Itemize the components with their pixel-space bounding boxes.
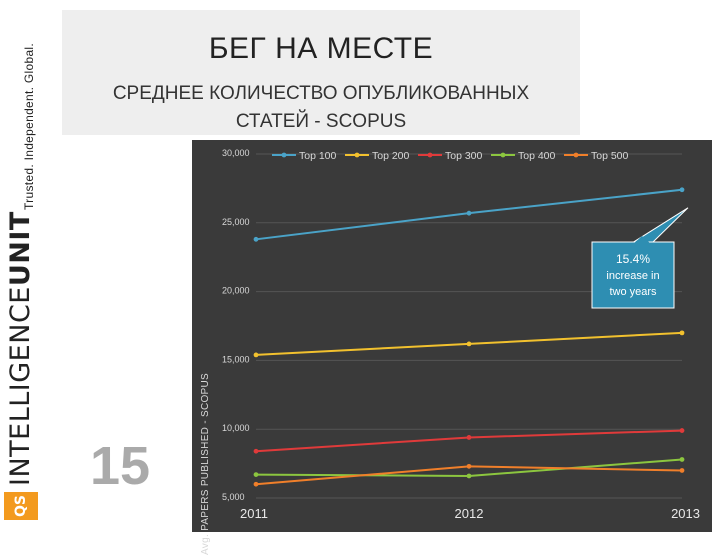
callout-box bbox=[591, 241, 675, 309]
y-tick-label: 10,000 bbox=[222, 423, 250, 433]
legend-swatch-marker bbox=[427, 152, 433, 158]
page-number: 15 bbox=[90, 436, 151, 496]
y-tick-label: 25,000 bbox=[222, 217, 250, 227]
legend-label: Top 100 bbox=[299, 150, 337, 162]
data-point bbox=[466, 463, 472, 469]
data-point bbox=[466, 210, 472, 216]
data-point bbox=[466, 473, 472, 479]
legend-swatch-marker bbox=[354, 152, 360, 158]
data-point bbox=[253, 448, 259, 454]
data-point bbox=[466, 435, 472, 440]
legend-label: Top 400 bbox=[518, 150, 556, 162]
logo-word-intelligence: INTELLIGENCE bbox=[5, 286, 36, 486]
qs-logo-mark: QS bbox=[4, 492, 38, 520]
data-point bbox=[679, 428, 685, 433]
data-point bbox=[253, 472, 259, 478]
legend-swatch-marker bbox=[500, 152, 506, 158]
data-point bbox=[253, 236, 259, 242]
data-point bbox=[679, 330, 685, 336]
data-point bbox=[679, 457, 685, 462]
x-tick-label: 2012 bbox=[455, 506, 484, 521]
logo-text: INTELLIGENCEUNIT bbox=[4, 211, 38, 486]
brand-logo: QS INTELLIGENCEUNIT bbox=[4, 211, 38, 520]
line-chart: 30,000 25,000 20,000 15,000 10,000 5,000 2011 2… bbox=[222, 148, 700, 521]
title-box: БЕГ НА МЕСТЕ СРЕДНЕЕ КОЛИЧЕСТВО ОПУБЛИКО… bbox=[62, 10, 580, 135]
legend-label: Top 300 bbox=[445, 150, 483, 162]
chart-area: 30,000 25,000 20,000 15,000 10,000 5,000 2011 2… bbox=[192, 140, 712, 555]
subtitle-line-2: СТАТЕЙ - SCOPUS bbox=[235, 111, 407, 132]
callout-text: 15.4% bbox=[616, 252, 650, 266]
y-tick-label: 15,000 bbox=[222, 354, 250, 364]
series-line-top-300 bbox=[255, 429, 683, 453]
y-tick-label: 5,000 bbox=[222, 492, 245, 502]
data-point bbox=[679, 468, 685, 473]
x-tick-label: 2013 bbox=[671, 506, 700, 521]
slide-title: БЕГ НА МЕСТЕ bbox=[208, 32, 434, 65]
legend-label: Top 200 bbox=[372, 150, 410, 162]
y-tick-label: 30,000 bbox=[222, 148, 250, 158]
sidebar-tagline: Trusted. Independent. Global. bbox=[22, 42, 36, 210]
data-point bbox=[253, 352, 259, 358]
subtitle-line-1: СРЕДНЕЕ КОЛИЧЕСТВО ОПУБЛИКОВАННЫХ bbox=[112, 83, 530, 104]
slide-subtitle: СРЕДНЕЕ КОЛИЧЕСТВО ОПУБЛИКОВАННЫХ СТАТЕЙ… bbox=[62, 80, 580, 136]
logo-word-unit: UNIT bbox=[5, 211, 36, 287]
callout-joint bbox=[633, 236, 651, 244]
data-point bbox=[466, 341, 472, 347]
data-point bbox=[253, 481, 259, 487]
legend-swatch-marker bbox=[573, 152, 579, 158]
legend-label: Top 500 bbox=[591, 150, 629, 162]
y-axis-label: Avg. PAPERS PUBLISHED - SCOPUS bbox=[200, 372, 211, 555]
legend-swatch-marker bbox=[281, 152, 287, 158]
y-tick-label: 20,000 bbox=[222, 286, 250, 296]
x-tick-label: 2011 bbox=[240, 506, 268, 521]
callout-text: two years bbox=[609, 286, 657, 298]
data-point bbox=[679, 187, 685, 193]
callout-text: increase in bbox=[606, 270, 659, 282]
